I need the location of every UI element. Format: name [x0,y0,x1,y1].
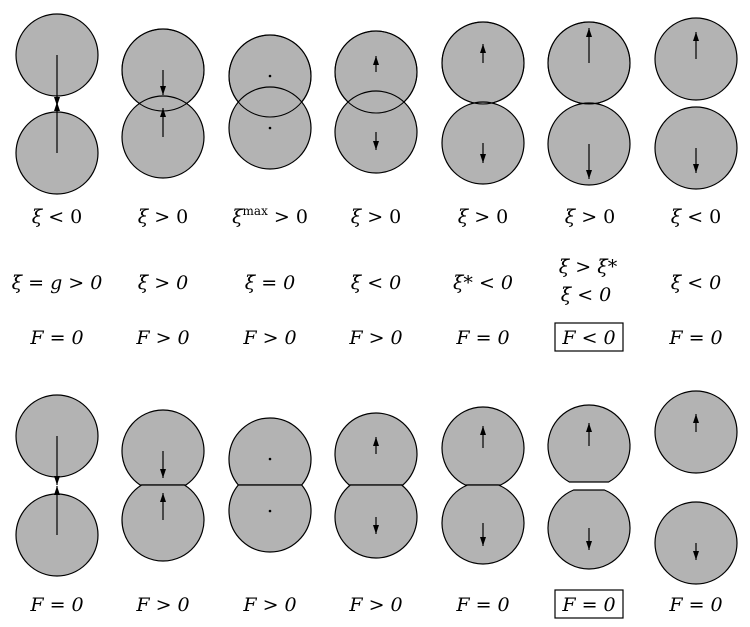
disk-bottom-3-upper [228,417,312,486]
xi-dot-label-5: ξ̇* < 0 [453,272,513,294]
force-label-bottom-6: F = 0 [561,594,615,616]
xi-dot-label-4: ξ̇ < 0 [351,272,402,294]
force-label-bottom-7: F = 0 [668,594,722,616]
arrow-top-4-up-head [373,56,379,65]
arrow-bottom-2-up-head [160,493,166,502]
outline-top-6-upper [547,21,631,105]
arrow-top-6-down-head [586,170,592,179]
arrow-bottom-5-up-head [480,426,486,435]
xi-dot-label-1: ξ̇ = g > 0 [12,272,103,294]
xi-label-5: ξ > 0 [458,206,509,228]
force-label-bottom-3: F > 0 [242,594,296,616]
force-label-top-6: F < 0 [561,327,615,349]
force-label-bottom-2: F > 0 [135,594,189,616]
disk-bottom-3-lower [228,484,312,553]
xi-dot-label-7: ξ̇ < 0 [671,272,722,294]
force-label-row-top: F = 0 F > 0 F > 0 F > 0 F = 0 F < 0 F = … [29,322,723,352]
arrow-top-7-up-head [693,32,699,41]
arrow-top-6-up-head [586,28,592,37]
force-label-bottom-1: F = 0 [29,594,83,616]
outline-top-3-upper [228,34,312,118]
outline-top-5-upper [441,21,525,105]
xi-label-2: ξ > 0 [138,206,189,228]
arrow-top-1-up-head [54,102,60,111]
xi-label-6: ξ > 0 [565,206,616,228]
center-dot-top-3-lower [268,126,272,130]
force-label-bottom-5: F = 0 [455,594,509,616]
center-dot-top-3-upper [268,74,272,78]
arrow-bottom-2-down-head [160,469,166,478]
xi-dot-label-6b: ξ̇ < 0 [561,284,612,306]
arrow-bottom-7-up-head [693,414,699,423]
xi-label-7: ξ < 0 [671,206,722,228]
disk-bottom-2-lower [121,484,205,562]
arrow-top-2-up-head [160,108,166,117]
arrow-top-4-down-head [373,141,379,150]
highlight-box-top [554,322,624,352]
xi-label-row: ξ < 0 ξ > 0 ξmax > 0 ξ > 0 ξ > 0 ξ > 0 ξ… [32,204,722,228]
outline-top-4-upper [334,30,418,114]
force-label-top-3: F > 0 [242,327,296,349]
arrow-top-7-down-head [693,164,699,173]
xi-dot-label-2: ξ̇ > 0 [138,272,189,294]
arrow-top-5-up-head [480,44,486,53]
xi-label-3: ξmax > 0 [232,204,308,228]
arrow-top-1-down-head [54,97,60,106]
arrow-bottom-5-down-head [480,537,486,546]
center-dot-bottom-3-upper [268,457,272,461]
arrow-bottom-4-down-head [373,525,379,534]
arrow-bottom-6-down-head [586,541,592,550]
disk-bottom-2-upper [121,409,205,486]
arrow-top-5-down-head [480,154,486,163]
force-label-top-1: F = 0 [29,327,83,349]
xi-label-1: ξ < 0 [32,206,83,228]
force-label-top-4: F > 0 [348,327,402,349]
disk-illustrations [15,13,738,585]
force-label-top-2: F > 0 [135,327,189,349]
arrow-bottom-7-down-head [693,551,699,560]
arrow-bottom-4-up-head [373,437,379,446]
xi-dot-label-row: ξ̇ = g > 0 ξ̇ > 0 ξ̇ = 0 ξ̇ < 0 ξ̇* < 0 … [12,256,722,306]
force-label-row-bottom: F = 0 F > 0 F > 0 F > 0 F = 0 F = 0 F = … [29,589,723,619]
highlight-box-bottom [554,589,624,619]
force-label-top-7: F = 0 [668,327,722,349]
arrow-top-2-down-head [160,86,166,95]
xi-label-4: ξ > 0 [351,206,402,228]
arrow-bottom-1-down-head [54,476,60,485]
xi-dot-label-6a: ξ̇ > ξ̇* [559,256,618,278]
xi-dot-label-3: ξ̇ = 0 [245,272,296,294]
arrow-bottom-1-up-head [54,486,60,495]
force-label-top-5: F = 0 [455,327,509,349]
force-label-bottom-4: F > 0 [348,594,402,616]
center-dot-bottom-3-lower [268,509,272,513]
arrow-bottom-6-up-head [586,423,592,432]
